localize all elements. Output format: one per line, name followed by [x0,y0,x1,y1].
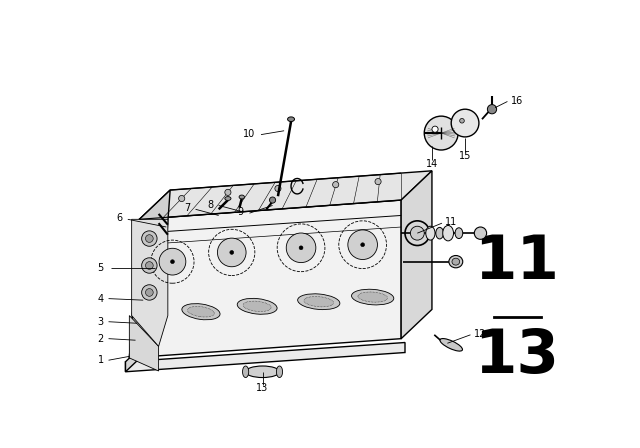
Text: 4: 4 [98,293,104,304]
Text: 2: 2 [98,334,104,344]
Ellipse shape [304,297,333,307]
Text: 11: 11 [445,217,458,227]
Ellipse shape [358,292,387,302]
Text: 3: 3 [98,317,104,327]
Ellipse shape [449,255,463,268]
Circle shape [424,116,458,150]
Circle shape [145,262,153,269]
Ellipse shape [225,197,231,200]
Circle shape [269,197,276,203]
Ellipse shape [351,289,394,305]
Text: 7: 7 [184,203,190,213]
Text: 10: 10 [243,129,255,139]
Text: 8: 8 [207,200,213,210]
Polygon shape [129,200,401,358]
Text: 15: 15 [459,151,471,161]
Circle shape [451,109,479,137]
Ellipse shape [287,117,294,121]
Ellipse shape [243,301,271,311]
Circle shape [179,195,185,202]
Ellipse shape [188,306,214,317]
Polygon shape [129,190,170,358]
Ellipse shape [443,225,454,241]
Text: 13: 13 [257,383,269,393]
Circle shape [230,250,234,254]
Polygon shape [140,171,432,220]
Circle shape [145,289,153,296]
Polygon shape [401,171,432,339]
Ellipse shape [243,366,249,378]
Text: 14: 14 [426,159,438,169]
Circle shape [141,285,157,300]
Ellipse shape [440,339,463,351]
Text: 1: 1 [98,355,104,365]
Circle shape [460,118,464,123]
Text: 5: 5 [98,263,104,273]
Polygon shape [129,315,159,371]
Ellipse shape [452,258,460,265]
Circle shape [488,104,497,114]
Text: 6: 6 [116,213,122,223]
Circle shape [275,185,281,192]
Circle shape [225,189,231,195]
Circle shape [410,226,424,240]
Circle shape [361,243,365,247]
Circle shape [299,246,303,250]
Text: 9: 9 [237,207,243,217]
Circle shape [141,231,157,246]
Ellipse shape [276,366,283,378]
Ellipse shape [246,366,280,378]
Text: 16: 16 [511,96,523,106]
Ellipse shape [455,228,463,238]
Text: 11: 11 [474,233,559,293]
Circle shape [159,248,186,275]
Circle shape [170,260,174,263]
Text: 12: 12 [474,329,486,339]
Polygon shape [132,220,168,346]
Polygon shape [125,332,156,372]
Ellipse shape [182,304,220,320]
Circle shape [218,238,246,267]
Ellipse shape [237,298,277,314]
Circle shape [145,235,153,242]
Ellipse shape [239,195,244,199]
Ellipse shape [426,226,435,240]
Circle shape [348,230,378,259]
Text: 13: 13 [474,327,559,386]
Circle shape [432,126,438,132]
Circle shape [333,181,339,188]
Circle shape [141,258,157,273]
Circle shape [474,227,486,239]
Circle shape [375,178,381,185]
Ellipse shape [436,228,444,239]
Polygon shape [125,343,405,372]
Circle shape [286,233,316,263]
Ellipse shape [298,294,340,310]
